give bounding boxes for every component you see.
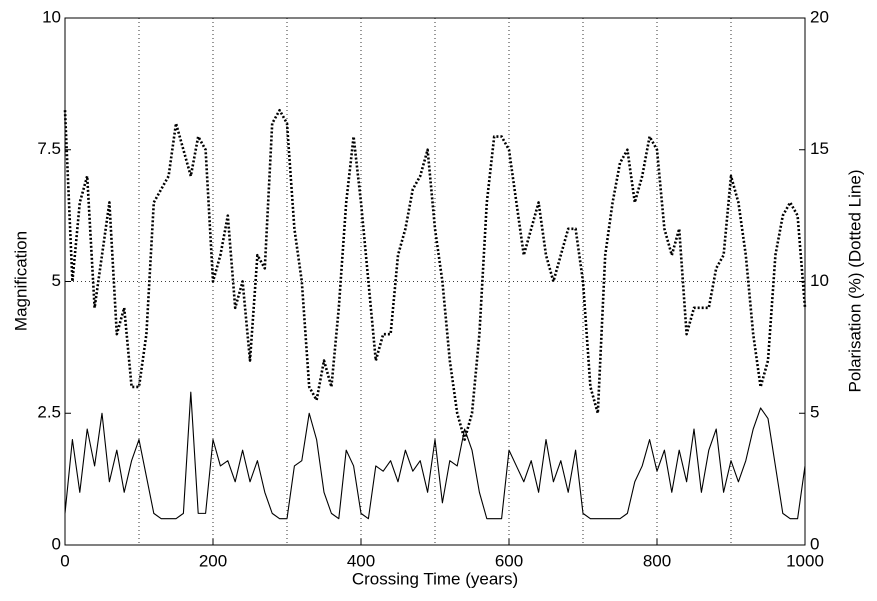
y-tick-label: 2.5 bbox=[37, 403, 61, 422]
y2-axis-label: Polarisation (%) (Dotted Line) bbox=[845, 170, 864, 393]
y-tick-label: 0 bbox=[52, 534, 61, 553]
y-tick-label: 7.5 bbox=[37, 139, 61, 158]
x-tick-label: 200 bbox=[199, 551, 227, 570]
y-axis-label: Magnification bbox=[11, 231, 30, 331]
y2-tick-label: 0 bbox=[810, 534, 819, 553]
x-tick-label: 400 bbox=[347, 551, 375, 570]
polarisation-line bbox=[63, 108, 807, 441]
y2-tick-label: 5 bbox=[810, 403, 819, 422]
x-tick-label: 600 bbox=[495, 551, 523, 570]
x-axis-label: Crossing Time (years) bbox=[352, 569, 518, 588]
y2-tick-label: 15 bbox=[810, 139, 829, 158]
y2-tick-label: 10 bbox=[810, 271, 829, 290]
y-tick-label: 5 bbox=[52, 271, 61, 290]
x-tick-label: 800 bbox=[643, 551, 671, 570]
magnification-line bbox=[64, 391, 806, 520]
y2-tick-label: 20 bbox=[810, 7, 829, 26]
x-tick-label: 0 bbox=[60, 551, 69, 570]
x-tick-label: 1000 bbox=[786, 551, 824, 570]
y-tick-label: 10 bbox=[42, 7, 61, 26]
